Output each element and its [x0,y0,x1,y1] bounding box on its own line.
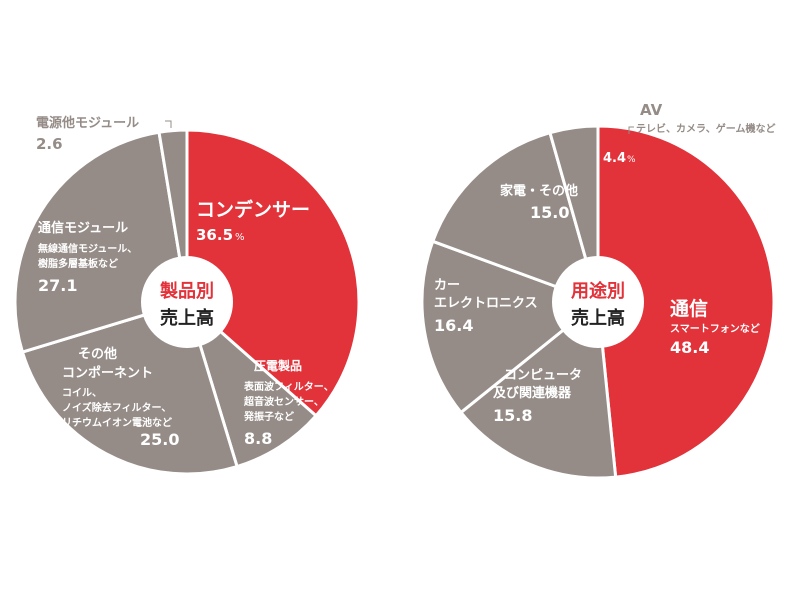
slice-sub-comm-module-1: 無線通信モジュール、 [38,242,137,255]
slice-value-car-electronics: 16.4 [434,316,473,335]
slice-value-other-components: 25.0 [140,430,179,449]
slice-sub-av: テレビ、カメラ、ゲーム機など [636,122,776,135]
leader-line-power-module [165,120,172,128]
slice-sub-other-components-1: コイル、 [62,387,102,399]
usage-sales-pie [420,124,776,480]
pie-slice-2-1 [596,124,776,479]
slice-sub-communication: スマートフォンなど [670,322,760,335]
slice-value-capacitor: 36.5% [196,226,245,244]
product-pie-labels: コンデンサー 36.5% 圧電製品 表面波フィルター、 超音波センサー、 発振子… [36,115,334,449]
slice-label-communication: 通信 [670,297,708,320]
slice-label-piezo: 圧電製品 [254,358,302,373]
slice-value-piezo: 8.8 [244,429,272,448]
slice-sub-piezo-1: 表面波フィルター、 [243,380,334,393]
slice-label-appliances: 家電・その他 [500,183,578,199]
pie-slice-2-3 [420,239,600,414]
slice-label-capacitor: コンデンサー [196,198,310,221]
slice-value-power-module: 2.6 [36,135,63,153]
slice-label-comm-module: 通信モジュール [38,220,128,236]
pie-slice-2-4 [431,131,600,304]
slice-label-other-components-1: その他 [78,346,117,362]
pie-center-hole-2 [552,256,644,348]
slice-sub-piezo-2: 超音波センサー、 [243,395,324,408]
slice-label-other-components-2: コンポーネント [62,365,153,381]
slice-value-av: 4.4% [603,151,636,166]
slice-label-power-module: 電源他モジュール [36,115,139,131]
slice-label-computer-2: 及び関連機器 [493,385,572,401]
slice-sub-comm-module-2: 樹脂多層基板など [38,257,118,270]
slice-sub-piezo-3: 発振子など [243,410,294,423]
pie-slice-1-1 [185,128,361,418]
slice-label-av: AV [640,101,663,119]
slice-label-car-electronics-1: カー [434,278,460,293]
product-sales-pie [13,128,361,476]
slice-value-computer: 15.8 [493,406,532,425]
slice-label-car-electronics-2: エレクトロニクス [434,296,538,311]
center-label-usage-1: 用途別 [571,280,625,302]
center-label-product-1: 製品別 [159,281,214,302]
slice-value-communication: 48.4 [670,338,709,357]
slice-sub-other-components-2: ノイズ除去フィルター、 [62,401,171,414]
pie-center-hole-1 [141,256,233,348]
center-label-usage-2: 売上高 [571,307,625,329]
slice-label-computer-1: コンピュータ [504,368,582,383]
leader-line-av [628,126,634,134]
pie-slice-1-2 [185,300,318,469]
slice-sub-other-components-3: リチウムイオン電池など [62,416,172,429]
usage-pie-labels: 通信 スマートフォンなど 48.4 コンピュータ 及び関連機器 15.8 カー … [434,101,776,425]
slice-value-comm-module: 27.1 [38,276,77,295]
pie-slice-2-2 [459,300,618,480]
slice-value-appliances: 15.0 [530,203,569,222]
center-label-product-2: 売上高 [160,307,214,329]
